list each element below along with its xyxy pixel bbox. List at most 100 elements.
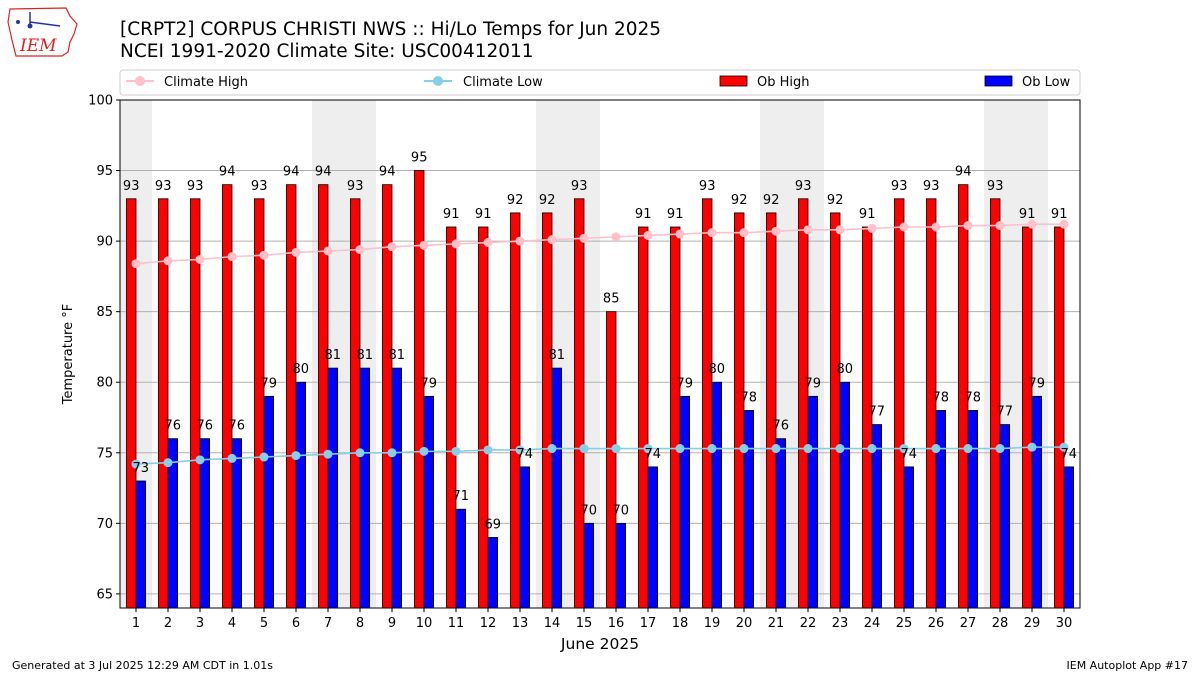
climate-low-point <box>579 444 589 454</box>
ob-high-value-label: 93 <box>251 179 268 194</box>
climate-high-point <box>675 229 685 239</box>
ob-high-value-label: 91 <box>1019 207 1036 222</box>
ob-low-value-label: 71 <box>453 489 470 504</box>
ob-low-bar <box>455 508 467 609</box>
ob-low-value-label: 80 <box>837 362 854 377</box>
x-tick-label: 29 <box>1024 616 1041 631</box>
ob-high-bar <box>830 212 841 609</box>
ob-high-value-label: 94 <box>219 165 236 180</box>
ob-high-value-label: 91 <box>1051 207 1068 222</box>
ob-high-value-label: 93 <box>987 179 1004 194</box>
legend-climate-high-marker <box>135 76 145 86</box>
ob-high-bar <box>253 198 265 609</box>
x-tick-label: 19 <box>704 616 721 631</box>
x-tick-label: 27 <box>960 616 977 631</box>
climate-high-point <box>963 221 973 231</box>
ob-high-bar <box>509 212 521 609</box>
legend-climate-low-marker <box>433 76 443 86</box>
climate-low-point <box>483 445 493 455</box>
ob-low-value-label: 81 <box>325 348 342 363</box>
x-tick-label: 18 <box>672 616 689 631</box>
x-tick-label: 17 <box>640 616 657 631</box>
ob-high-bar <box>894 198 905 609</box>
climate-low-point <box>643 444 653 454</box>
legend-ob-high-label: Ob High <box>757 75 810 90</box>
x-tick-label: 28 <box>992 616 1009 631</box>
climate-high-point <box>163 256 173 266</box>
x-tick-label: 13 <box>512 616 529 631</box>
climate-high-point <box>227 252 237 262</box>
bars <box>126 170 1075 609</box>
climate-low-point <box>451 446 461 456</box>
ob-high-bar <box>1054 226 1065 609</box>
climate-high-line <box>135 223 1064 265</box>
ob-low-bar <box>583 522 595 609</box>
climate-high-point <box>1059 219 1069 229</box>
ob-high-value-label: 93 <box>187 179 204 194</box>
ob-low-bar <box>711 381 723 609</box>
climate-low-point <box>515 445 525 455</box>
climate-high-point <box>867 223 877 233</box>
climate-high-point <box>643 230 653 240</box>
ob-high-value-label: 85 <box>603 292 620 307</box>
x-tick-label: 22 <box>800 616 817 631</box>
x-tick-label: 26 <box>928 616 945 631</box>
climate-low-point <box>355 448 365 458</box>
legend-climate-high-label: Climate High <box>164 75 248 90</box>
climate-low-point <box>963 444 973 454</box>
climate-low-point <box>291 451 301 461</box>
x-tick-label: 23 <box>832 616 849 631</box>
ob-low-bar <box>839 381 851 609</box>
ob-low-value-label: 79 <box>805 376 822 391</box>
climate-low-point <box>899 444 909 454</box>
ob-high-bar <box>445 226 457 609</box>
climate-low-point <box>547 444 557 454</box>
x-tick-label: 15 <box>576 616 593 631</box>
climate-low-point <box>131 459 141 469</box>
x-tick-label: 1 <box>132 616 140 631</box>
chart-title: [CRPT2] CORPUS CHRISTI NWS :: Hi/Lo Temp… <box>120 19 661 40</box>
climate-low-point <box>611 444 621 454</box>
ob-low-bar <box>551 367 563 609</box>
ob-high-value-label: 93 <box>699 179 716 194</box>
climate-low-point <box>707 444 717 454</box>
ob-low-value-label: 76 <box>197 419 214 434</box>
iem-logo: IEM <box>7 7 78 57</box>
x-tick-label: 11 <box>448 616 465 631</box>
ob-high-value-label: 92 <box>763 193 780 208</box>
ob-low-value-label: 79 <box>1029 376 1046 391</box>
ob-low-value-label: 74 <box>901 447 918 462</box>
climate-high-point <box>483 238 493 248</box>
ob-high-value-label: 93 <box>347 179 364 194</box>
legend-ob-high-swatch <box>719 75 748 87</box>
climate-high-point <box>739 228 749 238</box>
ob-low-bar <box>743 410 755 609</box>
legend-ob-low-label: Ob Low <box>1022 75 1071 90</box>
climate-high-point <box>515 236 525 246</box>
iowa-outline-icon <box>7 7 78 57</box>
ob-low-bar <box>935 410 947 609</box>
y-tick-label: 95 <box>96 164 113 179</box>
ob-high-value-label: 93 <box>123 179 140 194</box>
climate-high-point <box>803 225 813 235</box>
climate-high-point <box>1027 219 1037 229</box>
ob-low-value-label: 79 <box>677 376 694 391</box>
x-tick-label: 24 <box>864 616 881 631</box>
ob-high-bar <box>606 311 617 609</box>
x-tick-label: 21 <box>768 616 785 631</box>
x-tick-label: 10 <box>416 616 433 631</box>
climate-high-point <box>131 259 141 269</box>
y-tick-label: 100 <box>88 94 113 109</box>
climate-low-point <box>931 444 941 454</box>
climate-high-point <box>259 250 269 260</box>
climate-low-point <box>771 444 781 454</box>
generated-timestamp: Generated at 3 Jul 2025 12:29 AM CDT in … <box>12 659 273 672</box>
ob-low-value-label: 77 <box>869 405 886 420</box>
ob-high-value-label: 92 <box>731 193 748 208</box>
ob-high-bar <box>542 212 553 609</box>
x-tick-label: 6 <box>292 616 300 631</box>
ob-low-bar <box>359 367 371 609</box>
ob-low-bar <box>679 395 691 609</box>
ob-high-bar <box>221 184 233 609</box>
